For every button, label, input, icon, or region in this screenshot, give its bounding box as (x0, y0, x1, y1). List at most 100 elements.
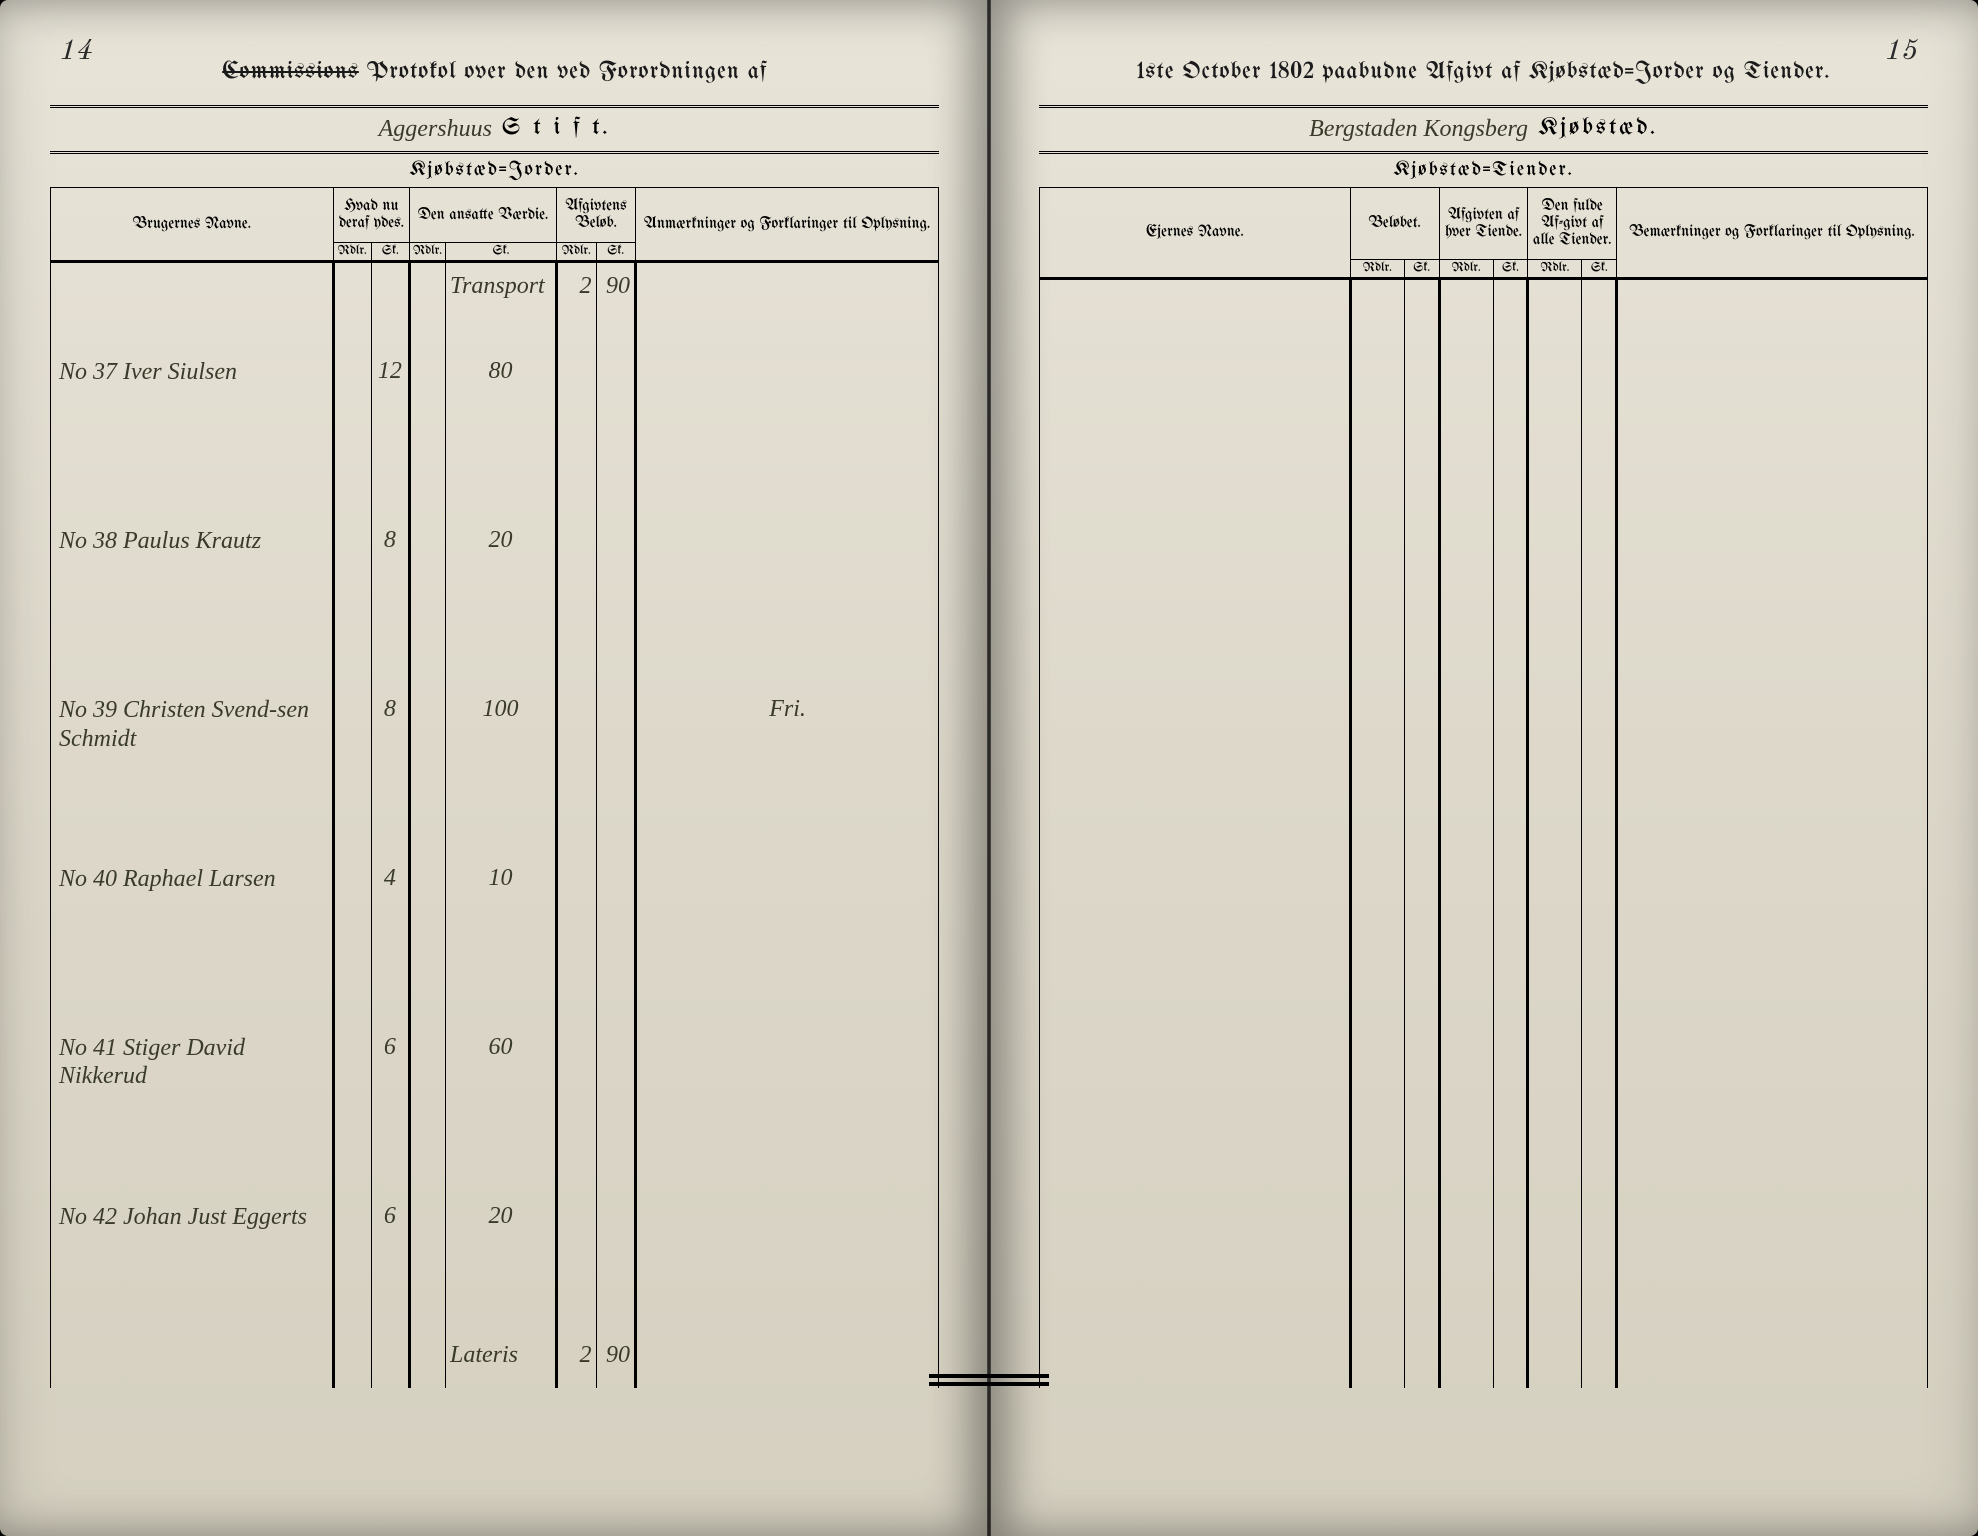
ydes-rdlr (333, 487, 371, 656)
cell (636, 1332, 939, 1388)
subcol-sk: Sk. (445, 243, 556, 262)
col-fulde-afgivt: Den fulde Af-givt af alle Tiender. (1528, 188, 1617, 260)
ydes-sk: 6 (371, 1163, 409, 1332)
transport-row: Transport 2 90 (51, 262, 939, 318)
cell (636, 262, 939, 318)
name-cell: No 40 Raphael Larsen (51, 825, 334, 994)
cell (1350, 279, 1404, 1389)
ydes-sk: 8 (371, 487, 409, 656)
cell (51, 1332, 334, 1388)
lateris-row: Lateris290 (51, 1332, 939, 1388)
remarks-cell: Fri. (636, 656, 939, 825)
afg-rdlr (557, 487, 596, 656)
vaer-sk: 20 (445, 487, 556, 656)
col-afgivt-tiende: Afgivten af hver Tiende. (1439, 188, 1528, 260)
vaer-rdlr (410, 825, 446, 994)
remarks-cell (636, 487, 939, 656)
ledger-row: No 40 Raphael Larsen410 (51, 825, 939, 994)
cell (51, 262, 334, 318)
col-belobet: Beløbet. (1350, 188, 1439, 260)
ydes-rdlr (333, 994, 371, 1163)
afg-sk (596, 825, 636, 994)
vaer-sk: 20 (445, 1163, 556, 1332)
empty-row (1040, 279, 1928, 1389)
cell (1528, 279, 1582, 1389)
afg-sk (596, 656, 636, 825)
stift-printed: S t i f t. (502, 116, 610, 143)
ledger-row: No 38 Paulus Krautz820 (51, 487, 939, 656)
col-vaerdie: Den ansatte Værdie. (410, 188, 557, 243)
page-number-right: 15 (1886, 35, 1918, 70)
afg-rdlr (557, 825, 596, 994)
vaer-sk: 10 (445, 825, 556, 994)
book-spread: 14 Commissions Protokol over den ved For… (0, 0, 1978, 1536)
subcol-rdlr: Rdlr. (410, 243, 446, 262)
subcol-sk: Sk. (1404, 260, 1439, 279)
remarks-cell (636, 318, 939, 487)
subcol-rdlr: Rdlr. (557, 243, 596, 262)
left-table-container: Brugernes Navne. Hvad nu deraf ydes. Den… (50, 188, 939, 1388)
left-header: Commissions Protokol over den ved Forord… (50, 60, 939, 85)
afg-sk (596, 994, 636, 1163)
stift-line-left: Aggershuus S t i f t. (50, 105, 939, 154)
subcol-rdlr: Rdlr. (1439, 260, 1493, 279)
stift-line-right: Bergstaden Kongsberg Kjøbstæd. (1039, 105, 1928, 154)
header-text: Protokol over den ved Forordningen af (367, 60, 767, 85)
book-spine (987, 0, 991, 1536)
ydes-rdlr (333, 656, 371, 825)
subcol-sk: Sk. (371, 243, 409, 262)
lateris-label: Lateris (445, 1332, 556, 1388)
vaer-sk: 80 (445, 318, 556, 487)
cell (333, 262, 371, 318)
name-cell: No 41 Stiger David Nikkerud (51, 994, 334, 1163)
left-ledger-table: Brugernes Navne. Hvad nu deraf ydes. Den… (50, 188, 939, 1388)
afg-rdlr (557, 318, 596, 487)
stift-handwritten-r: Bergstaden Kongsberg (1309, 116, 1528, 143)
right-ledger-table: Ejernes Navne. Beløbet. Afgivten af hver… (1039, 188, 1928, 1388)
cell (371, 1332, 409, 1388)
sub-header-left: Kjøbstæd=Jorder. (50, 154, 939, 188)
afg-sk (596, 487, 636, 656)
cell (410, 262, 446, 318)
afg-sk (596, 1163, 636, 1332)
right-table-container: Ejernes Navne. Beløbet. Afgivten af hver… (1039, 188, 1928, 1388)
afg-rdlr (557, 656, 596, 825)
vaer-rdlr (410, 656, 446, 825)
cell (333, 1332, 371, 1388)
ledger-row: No 41 Stiger David Nikkerud660 (51, 994, 939, 1163)
remarks-cell (636, 994, 939, 1163)
col-bemaerk: Bemærkninger og Forklaringer til Oplysni… (1617, 188, 1928, 279)
ydes-rdlr (333, 318, 371, 487)
cell (1404, 279, 1439, 1389)
ydes-sk: 8 (371, 656, 409, 825)
left-page: 14 Commissions Protokol over den ved For… (0, 0, 989, 1536)
name-cell: No 38 Paulus Krautz (51, 487, 334, 656)
vaer-rdlr (410, 318, 446, 487)
vaer-rdlr (410, 1163, 446, 1332)
cell (1439, 279, 1493, 1389)
ledger-row: No 37 Iver Siulsen1280 (51, 318, 939, 487)
cell (1617, 279, 1928, 1389)
remarks-cell (636, 1163, 939, 1332)
vaer-rdlr (410, 994, 446, 1163)
ydes-sk: 6 (371, 994, 409, 1163)
vaer-sk: 60 (445, 994, 556, 1163)
header-strikethrough: Commissions (222, 60, 359, 85)
cell (1493, 279, 1528, 1389)
lateris-sk: 90 (596, 1332, 636, 1388)
subcol-rdlr: Rdlr. (1350, 260, 1404, 279)
cell (1040, 279, 1351, 1389)
cell (410, 1332, 446, 1388)
subcol-rdlr: Rdlr. (1528, 260, 1582, 279)
ledger-row: No 39 Christen Svend-sen Schmidt8100Fri. (51, 656, 939, 825)
afg-rdlr (557, 1163, 596, 1332)
vaer-sk: 100 (445, 656, 556, 825)
remarks-cell (636, 825, 939, 994)
vaer-rdlr (410, 487, 446, 656)
stift-printed-r: Kjøbstæd. (1538, 116, 1658, 143)
left-ledger-body: Transport 2 90 No 37 Iver Siulsen1280No … (51, 262, 939, 1389)
stift-handwritten: Aggershuus (379, 116, 492, 143)
ydes-sk: 12 (371, 318, 409, 487)
col-ydes: Hvad nu deraf ydes. (333, 188, 409, 243)
subcol-sk: Sk. (1582, 260, 1617, 279)
